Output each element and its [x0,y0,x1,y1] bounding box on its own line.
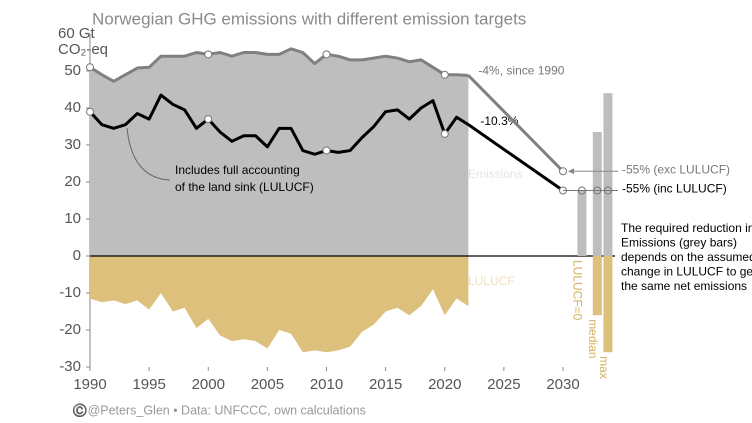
x-tick-label: 2025 [487,376,520,393]
arrow-head [568,168,574,175]
marker [204,115,213,124]
y-tick-label: -10 [59,284,81,301]
x-tick-label: 2000 [192,376,225,393]
scenario-bar [577,190,587,256]
note: change in LULUCF to get [621,265,752,279]
y-axis-label: CO₂-eq [58,41,108,58]
marker [86,63,94,72]
target-label: -55% (inc LULUCF) [622,182,727,196]
scenario-label: median [586,319,600,358]
line [89,47,469,83]
x-tick-label: 1990 [73,376,106,393]
scenario-marker [593,186,602,195]
annotation-curve [126,127,171,181]
y-tick-label: 10 [64,210,81,227]
target-label: -55% (exc LULUCF) [622,162,730,176]
marker [440,70,449,79]
scenario-marker [577,186,586,195]
series-label: Emissions [468,167,523,181]
x-tick-label: 2015 [369,376,402,393]
y-tick-label: 60 Gt [58,25,96,42]
note: The required reduction in [621,221,752,235]
y-tick-label: 30 [64,136,81,153]
note: depends on the assumed [621,250,752,264]
target-marker [559,167,567,176]
lulucf-bar [603,256,613,353]
series-label: LULUCF [468,274,515,288]
y-tick-label: 0 [73,247,81,264]
annotation: Includes full accounting [175,163,300,177]
note: Emissions (grey bars) [621,236,737,250]
y-tick-label: 20 [64,173,81,190]
area [90,256,469,353]
scenario-label: max [597,356,611,379]
marker [322,146,331,155]
x-tick-label: 2010 [310,376,343,393]
y-tick-label: -30 [59,358,81,375]
x-tick-label: 2020 [428,376,461,393]
note: the same net emissions [621,279,747,293]
target-line [467,74,565,173]
end-label: -4%, since 1990 [478,64,564,78]
marker [204,50,213,59]
x-tick-label: 2005 [251,376,284,393]
marker [86,107,94,116]
x-tick-label: 2030 [546,376,579,393]
target-line [467,123,564,192]
footer: ©️@Peters_Glen • Data: UNFCCC, own calcu… [72,402,366,417]
y-tick-label: -20 [59,321,81,338]
line [88,93,470,156]
x-tick-label: 1995 [132,376,165,393]
scenario-label: LULUCF=0 [571,260,585,321]
area [90,48,469,256]
marker [322,50,331,59]
chart-title: Norwegian GHG emissions with different e… [92,9,526,28]
y-tick-label: 40 [64,99,81,116]
lulucf-bar [592,256,602,316]
marker [440,129,449,138]
annotation: of the land sink (LULUCF) [175,180,314,194]
scenario-marker [603,186,612,195]
y-tick-label: 50 [64,62,81,79]
scenario-bar [603,93,613,256]
